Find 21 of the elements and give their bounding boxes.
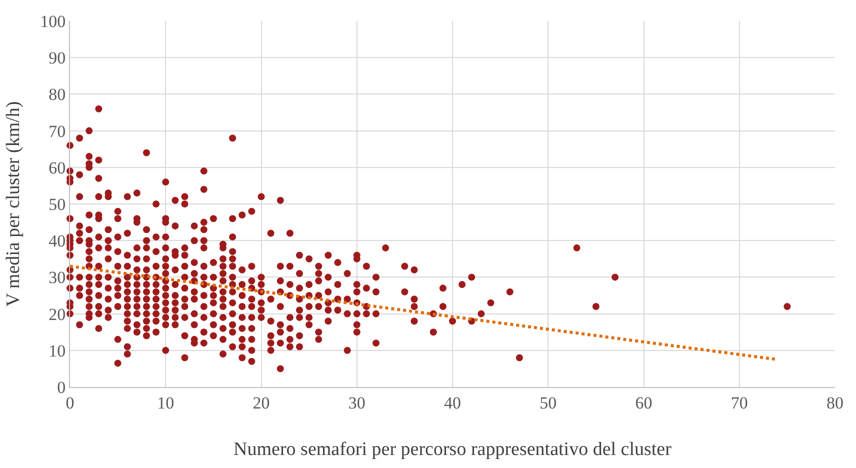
y-tick-label: 80 xyxy=(48,85,66,104)
y-tick-label: 10 xyxy=(48,341,66,360)
y-tick-label: 20 xyxy=(48,304,66,324)
y-tick-label: 30 xyxy=(48,268,66,288)
x-tick-label: 70 xyxy=(730,393,748,412)
y-tick-label: 90 xyxy=(48,48,66,68)
x-tick-label: 30 xyxy=(348,393,366,412)
y-tick-label: 60 xyxy=(48,158,66,178)
y-tick-label: 50 xyxy=(48,194,66,214)
y-tick-label: 70 xyxy=(48,122,66,141)
x-tick-label: 80 xyxy=(826,393,844,412)
y-tick-label: 0 xyxy=(57,378,66,397)
x-tick-label: 10 xyxy=(157,393,174,412)
x-tick-label: 20 xyxy=(252,393,270,412)
y-axis-title: V media per cluster (km/h) xyxy=(2,101,24,307)
y-tick-label: 40 xyxy=(48,232,66,251)
y-tick-label: 100 xyxy=(40,12,66,31)
x-tick-label: 60 xyxy=(635,393,652,412)
x-tick-label: 50 xyxy=(540,393,557,412)
x-axis-title: Numero semafori per percorso rappresentativo del cluster xyxy=(234,439,672,460)
x-tick-label: 40 xyxy=(444,393,461,412)
